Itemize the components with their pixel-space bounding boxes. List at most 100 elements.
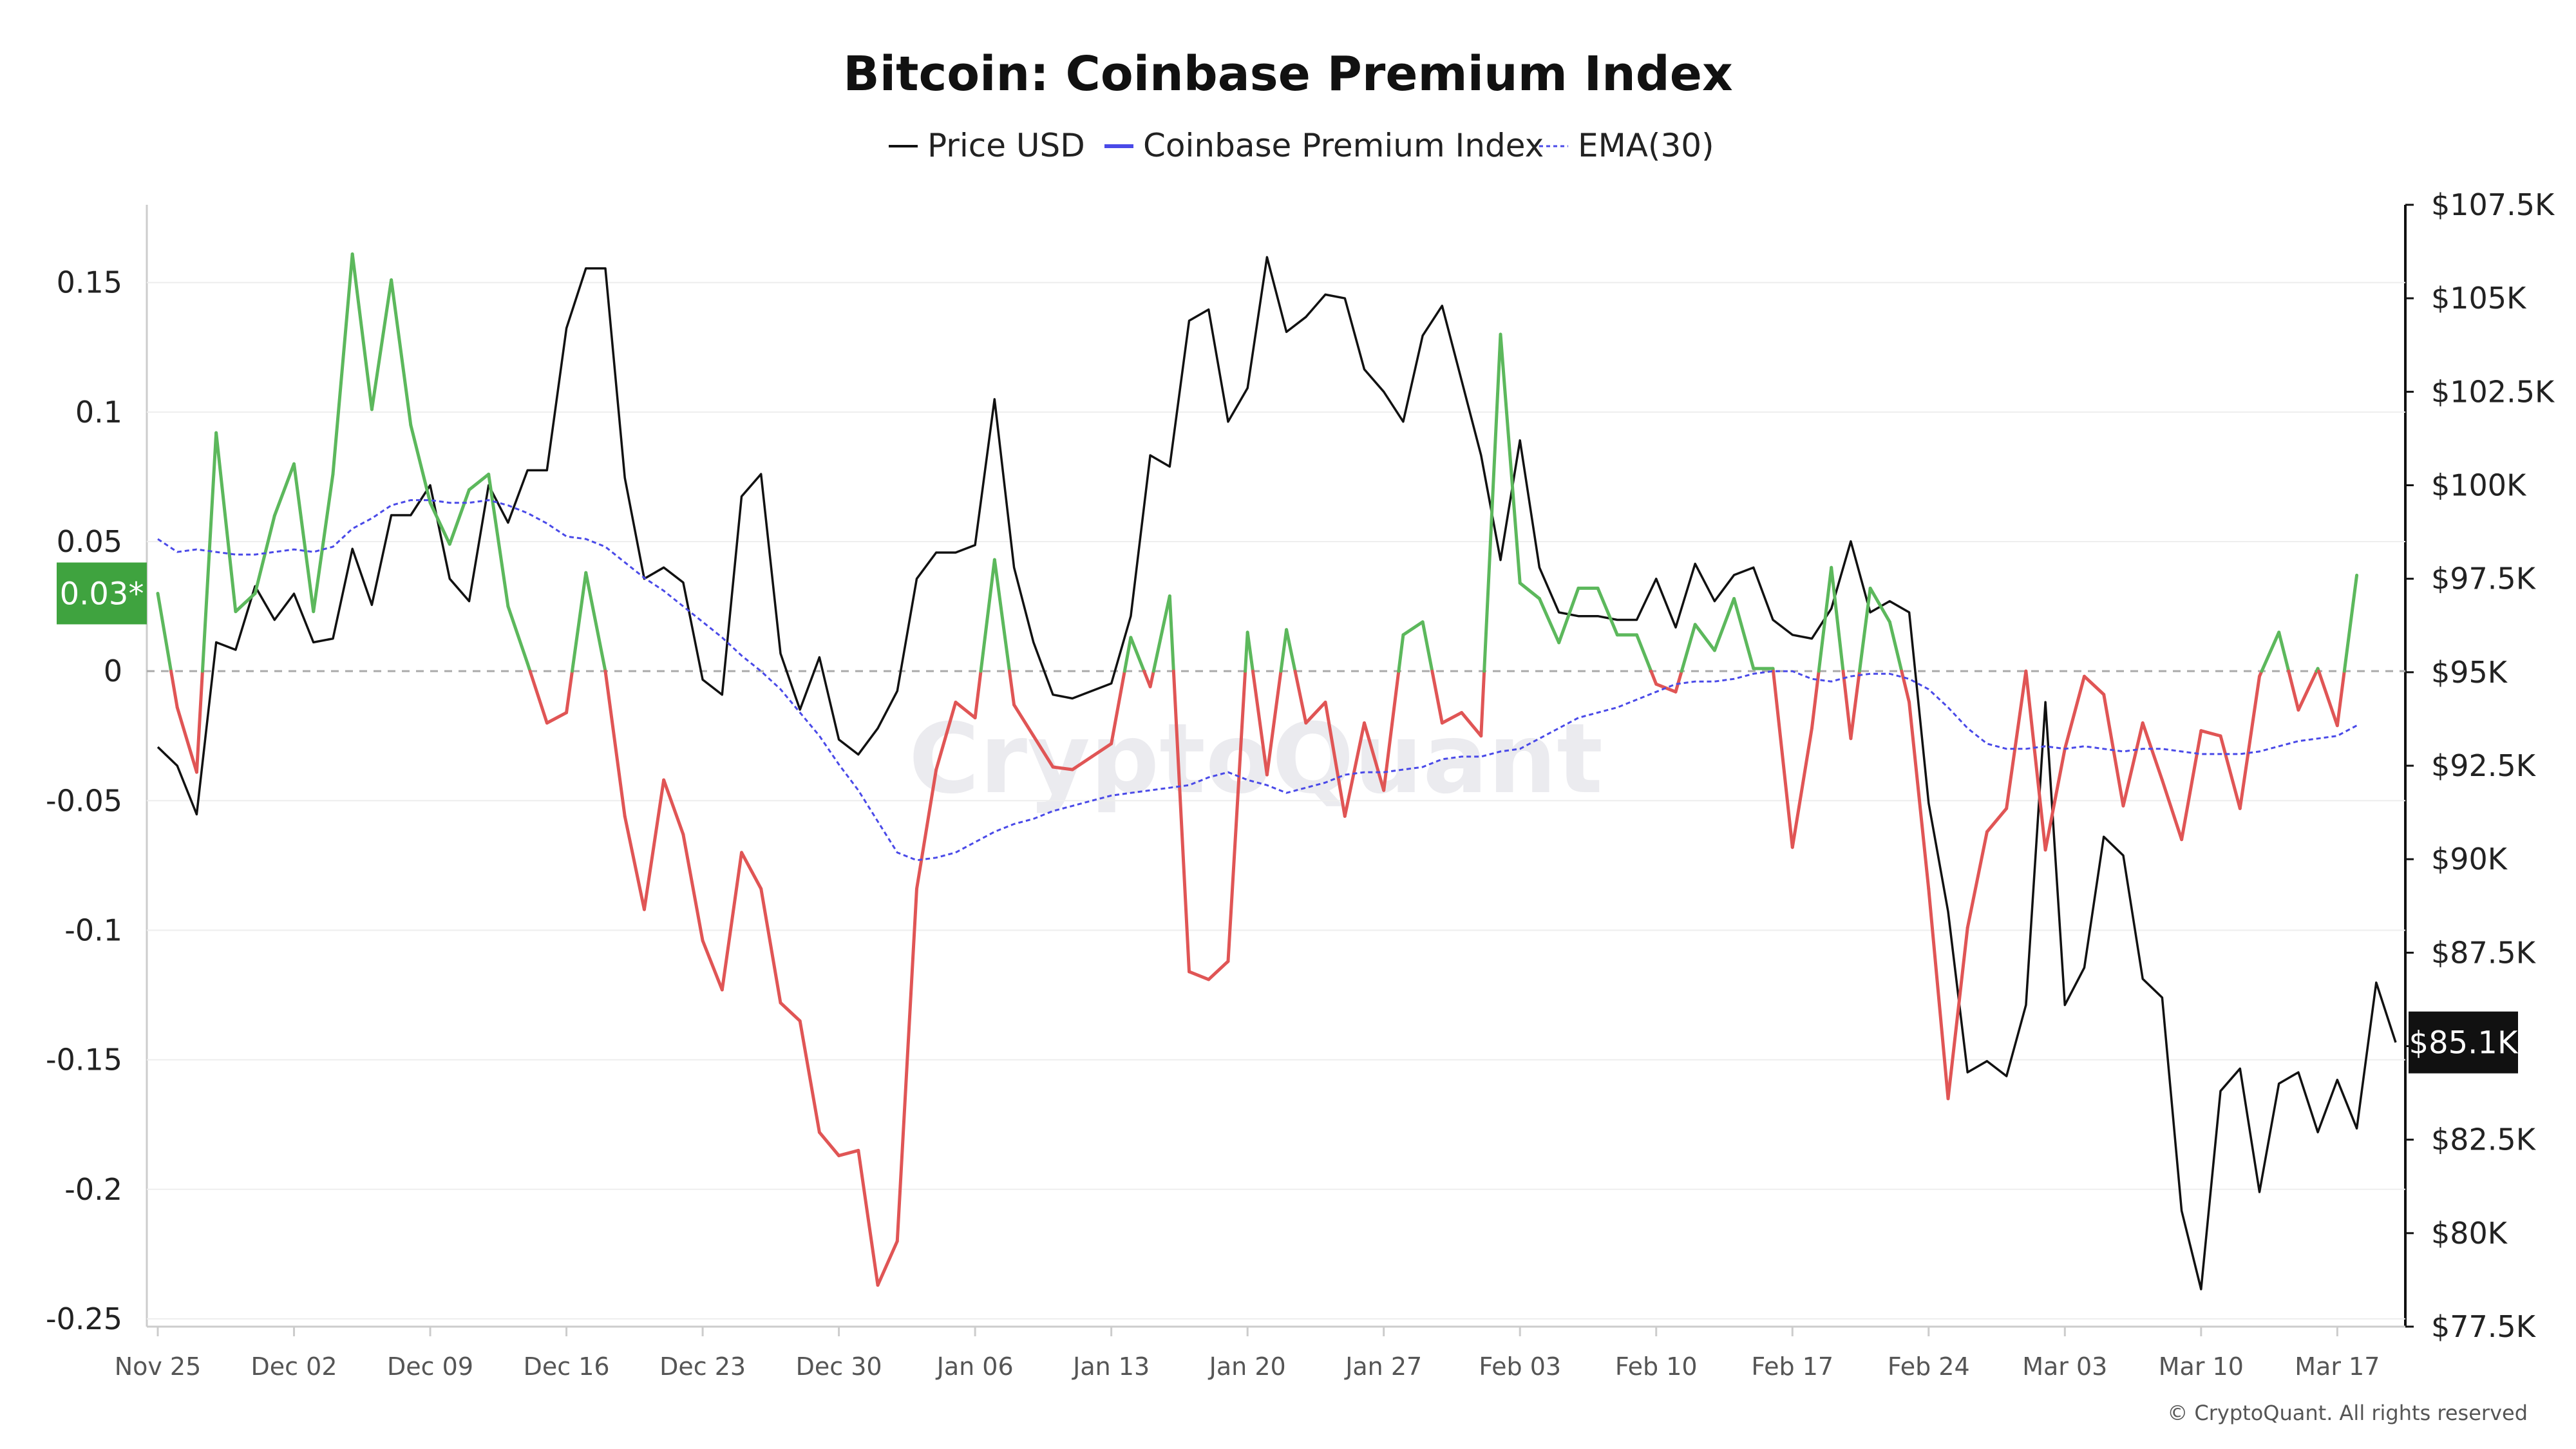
- premium-segment: [350, 252, 374, 412]
- ema-30-line: [157, 499, 2358, 862]
- premium-segment: [817, 1130, 841, 1157]
- x-tick-label: Mar 03: [2022, 1352, 2107, 1381]
- legend-label-price[interactable]: Price USD: [927, 127, 1085, 164]
- premium-segment: [954, 700, 977, 720]
- premium-segment: [779, 1001, 802, 1023]
- premium-segment: [272, 462, 296, 518]
- premium-segment: [2238, 674, 2261, 810]
- premium-segment: [1251, 669, 1269, 777]
- chart-title: Bitcoin: Coinbase Premium Index: [843, 46, 1732, 102]
- premium-segment: [1900, 669, 1911, 704]
- x-tick-label: Mar 17: [2295, 1352, 2380, 1381]
- premium-segment: [2260, 630, 2281, 673]
- gridlines: [147, 281, 2405, 1320]
- premium-segment: [1830, 565, 1845, 673]
- premium-segment: [1908, 700, 1931, 891]
- premium-segment: [1012, 703, 1036, 738]
- left-tick-label: 0.05: [57, 524, 122, 559]
- premium-segment: [1070, 755, 1094, 772]
- x-tick-label: Jan 13: [1072, 1352, 1150, 1381]
- series-coinbase-premium-index: [156, 252, 2359, 1287]
- right-tick-label: $87.5K: [2431, 935, 2537, 970]
- premium-segment: [973, 669, 983, 720]
- premium-segment: [312, 472, 335, 614]
- premium-segment: [370, 278, 393, 412]
- left-tick-label: 0: [104, 654, 122, 688]
- premium-segment: [1362, 721, 1386, 792]
- premium-segment: [1790, 726, 1814, 849]
- premium-segment: [1430, 669, 1444, 725]
- premium-segment: [1946, 925, 1969, 1101]
- premium-segment: [390, 278, 413, 427]
- left-tick-label: -0.05: [46, 783, 122, 818]
- premium-segment: [1857, 586, 1872, 673]
- premium-segment: [1479, 669, 1486, 738]
- premium-segment: [428, 501, 451, 546]
- x-tick-label: Dec 23: [659, 1352, 746, 1381]
- premium-segment: [1712, 597, 1736, 652]
- premium-segment: [837, 1148, 860, 1157]
- premium-segment: [1245, 630, 1255, 673]
- premium-segment: [545, 711, 569, 725]
- premium-segment: [2287, 669, 2300, 712]
- premium-segment: [934, 700, 958, 772]
- premium-segment: [253, 514, 276, 595]
- premium-segment: [2317, 669, 2339, 728]
- premium-segment: [681, 833, 705, 943]
- premium-segment: [1985, 806, 2009, 834]
- left-tick-label: 0.15: [57, 265, 122, 300]
- premium-segment: [467, 472, 491, 492]
- legend-label-ema[interactable]: EMA(30): [1578, 127, 1714, 164]
- premium-segment: [662, 778, 685, 837]
- premium-segment: [234, 591, 257, 614]
- premium-segment: [1817, 565, 1833, 673]
- premium-segment: [759, 887, 782, 1005]
- premium-segment: [1518, 581, 1541, 601]
- premium-segment: [1537, 597, 1561, 645]
- right-tick-label: $100K: [2431, 468, 2527, 503]
- premium-segment: [1499, 332, 1522, 585]
- x-axis-ticks: Nov 25 Dec 02 Dec 09 Dec 16 Dec 23 Dec 30 Jan …: [115, 1327, 2380, 1381]
- current-premium-value: 0.03*: [60, 576, 144, 612]
- premium-segment: [565, 669, 574, 715]
- premium-segment: [1207, 960, 1230, 981]
- right-tick-label: $77.5K: [2431, 1309, 2537, 1344]
- premium-segment: [1674, 669, 1683, 694]
- premium-segment: [1401, 620, 1425, 637]
- x-tick-label: Dec 30: [796, 1352, 882, 1381]
- copyright-text: © CryptoQuant. All rights reserved: [2167, 1401, 2528, 1425]
- left-tick-label: 0.1: [75, 395, 122, 430]
- x-tick-label: Dec 16: [524, 1352, 610, 1381]
- x-tick-label: Dec 09: [387, 1352, 473, 1381]
- premium-segment: [1732, 597, 1756, 670]
- premium-segment: [571, 571, 588, 673]
- premium-segment: [914, 768, 938, 891]
- premium-segment: [740, 851, 763, 891]
- premium-segment: [331, 252, 354, 476]
- premium-segment: [979, 558, 996, 673]
- left-tick-label: -0.2: [64, 1172, 122, 1207]
- legend-label-premium[interactable]: Coinbase Premium Index: [1143, 127, 1544, 164]
- premium-segment: [1421, 620, 1434, 673]
- premium-segment: [2297, 669, 2318, 712]
- right-tick-label: $80K: [2431, 1216, 2508, 1251]
- right-tick-label: $92.5K: [2431, 748, 2537, 783]
- premium-segment: [2121, 721, 2145, 808]
- premium-segment: [1051, 765, 1074, 772]
- right-tick-label: $97.5K: [2431, 562, 2537, 596]
- premium-segment: [1226, 669, 1247, 963]
- premium-segment: [1482, 332, 1502, 673]
- right-axis-ticks: $107.5K $105K $102.5K $100K $97.5K $95K $92.5K…: [2405, 187, 2555, 1344]
- premium-segment: [1888, 620, 1904, 673]
- premium-segment: [1110, 669, 1126, 746]
- x-tick-label: Feb 24: [1888, 1352, 1970, 1381]
- premium-segment: [1635, 633, 1653, 673]
- premium-segment: [623, 814, 646, 911]
- x-tick-label: Nov 25: [115, 1352, 202, 1381]
- legend: Price USD Coinbase Premium Index EMA(30): [889, 127, 1714, 164]
- right-tick-label: $102.5K: [2431, 374, 2555, 409]
- premium-segment: [2180, 729, 2203, 842]
- x-tick-label: Jan 27: [1344, 1352, 1422, 1381]
- premium-segment: [1868, 586, 1891, 624]
- right-tick-label: $105K: [2431, 281, 2527, 316]
